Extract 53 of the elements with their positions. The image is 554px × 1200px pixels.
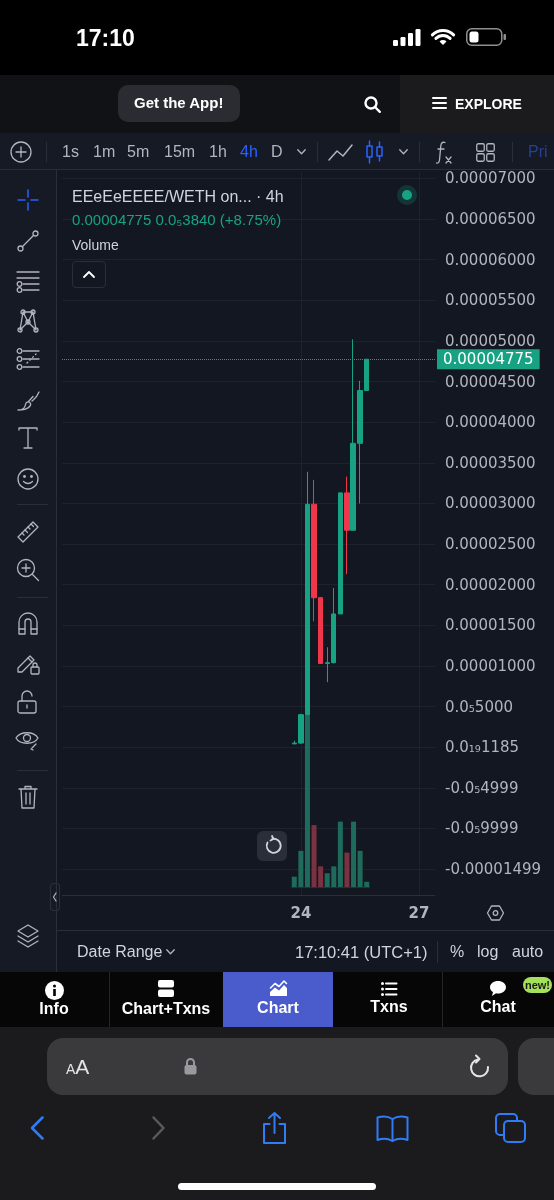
y-tick-label: 0.00002000 xyxy=(445,575,536,594)
y-tick-label: 0.00006500 xyxy=(445,210,536,229)
bar xyxy=(351,821,357,887)
text: 0.00004775 0.0₅3840 (+8.75%) xyxy=(72,211,282,229)
get-app-button: Get the App! xyxy=(118,85,240,122)
y-tick-label: 0.00005500 xyxy=(445,291,536,310)
address-field: AA xyxy=(47,1038,508,1095)
y-tick-label: 0.00001000 xyxy=(445,656,536,675)
text: Chart xyxy=(257,998,299,1018)
y-tick-label: 0.00003000 xyxy=(445,494,536,513)
text: Chart+Txns xyxy=(121,999,211,1019)
y-tick-label: 0.00001500 xyxy=(445,616,536,635)
y-tick-label: 0.00003500 xyxy=(445,453,536,472)
text: auto xyxy=(512,942,544,962)
text: 1h xyxy=(209,142,227,162)
x-tick-label: 27 xyxy=(408,903,430,922)
text: Date Range xyxy=(77,942,163,962)
text: 4h xyxy=(240,142,258,162)
y-tick-label: -0.00001499 xyxy=(445,859,542,878)
text: 5m xyxy=(127,142,150,162)
text: 15m xyxy=(164,142,196,162)
y-tick-label: 0.00006000 xyxy=(445,250,536,269)
text: 1s xyxy=(62,142,79,162)
text: Info xyxy=(39,999,69,1019)
text: EEeEeEEEE/WETH on... · 4h xyxy=(72,187,284,207)
y-tick-label: 0.00004500 xyxy=(445,372,536,391)
y-tick-label: -0.0₅4999 xyxy=(445,778,519,797)
text: EXPLORE xyxy=(455,95,522,113)
ref-line-label: 0.00004775 xyxy=(443,350,534,369)
candlestick xyxy=(344,476,350,575)
y-tick-label: 0.00005000 xyxy=(445,331,536,350)
x-tick-label: 24 xyxy=(290,903,312,922)
text: log xyxy=(477,942,499,962)
text: 17:10 xyxy=(76,24,135,52)
text: Txns xyxy=(370,997,408,1017)
bar xyxy=(344,852,350,887)
text: % xyxy=(450,942,465,962)
candlestick xyxy=(338,492,343,615)
y-tick-label: 0.0₅5000 xyxy=(445,697,514,716)
y-tick-label: 0.00004000 xyxy=(445,413,536,432)
y-tick-label: -0.0₅9999 xyxy=(445,819,519,838)
y-tick-label: 0.00007000 xyxy=(445,169,536,188)
text: 1m xyxy=(93,142,116,162)
text: D xyxy=(271,142,283,162)
bar xyxy=(337,821,343,887)
annotation: Volume xyxy=(72,236,119,254)
text: Chat xyxy=(480,997,516,1017)
text: Pri xyxy=(528,142,548,162)
bar xyxy=(304,715,310,887)
y-tick-label: 0.0₁₉1185 xyxy=(445,738,520,757)
new-badge: new! xyxy=(523,977,552,993)
text: 17:10:41 (UTC+1) xyxy=(295,942,428,962)
y-tick-label: 0.00002500 xyxy=(445,535,536,554)
